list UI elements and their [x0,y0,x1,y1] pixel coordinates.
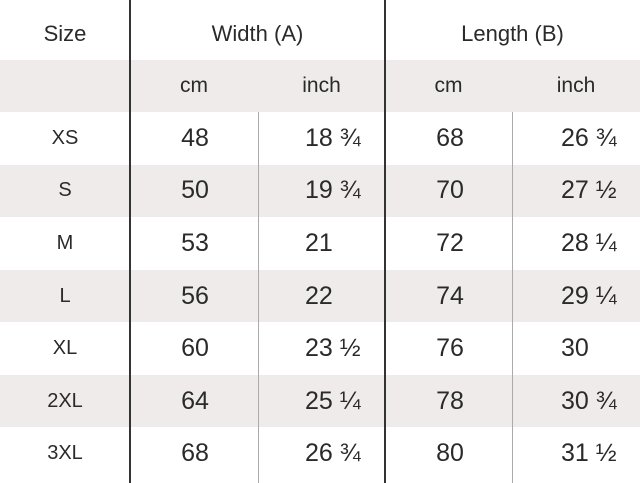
measurement: 68 [181,439,209,468]
measurement: 70 [436,176,464,205]
size-label: S [58,179,72,202]
measurement: 78 [436,386,464,415]
measurement: 22 [305,281,333,310]
size-label: XL [52,337,78,360]
measurement: 28 ¼ [561,228,617,257]
measurement: 18 ¾ [305,123,361,152]
measurement: 26 ¾ [305,439,361,468]
measurement: 56 [181,281,209,310]
measurement: 21 [305,228,333,257]
row-band [0,270,640,322]
measurement: 31 ½ [561,439,617,468]
measurement: 53 [181,228,209,257]
measurement: 60 [181,334,209,363]
column-header: Size [43,21,87,46]
size-label: 3XL [47,442,83,465]
size-label: L [59,284,71,307]
measurement: 76 [436,334,464,363]
row-band [0,165,640,217]
unit-header: cm [434,74,463,97]
column-header: Length (B) [461,21,564,46]
measurement: 19 ¾ [305,176,361,205]
unit-header: inch [302,74,341,97]
measurement: 26 ¾ [561,123,617,152]
size-label: M [56,231,74,254]
column-divider [384,0,386,483]
column-divider [258,112,259,483]
size-label: 2XL [47,389,83,412]
measurement: 23 ½ [305,334,361,363]
column-header: Width (A) [211,21,304,46]
measurement: 74 [436,281,464,310]
measurement: 50 [181,176,209,205]
measurement: 29 ¼ [561,281,617,310]
measurement: 64 [181,386,209,415]
measurement: 72 [436,228,464,257]
row-band [0,60,640,112]
measurement: 80 [436,439,464,468]
row-band [0,375,640,427]
column-divider [512,112,513,483]
measurement: 30 [561,334,589,363]
measurement: 68 [436,123,464,152]
size-label: XS [51,126,79,149]
column-divider [129,0,131,483]
measurement: 48 [181,123,209,152]
measurement: 25 ¼ [305,386,361,415]
unit-header: cm [180,74,208,97]
measurement: 27 ½ [561,176,617,205]
measurement: 30 ¾ [561,386,617,415]
unit-header: inch [556,74,596,97]
